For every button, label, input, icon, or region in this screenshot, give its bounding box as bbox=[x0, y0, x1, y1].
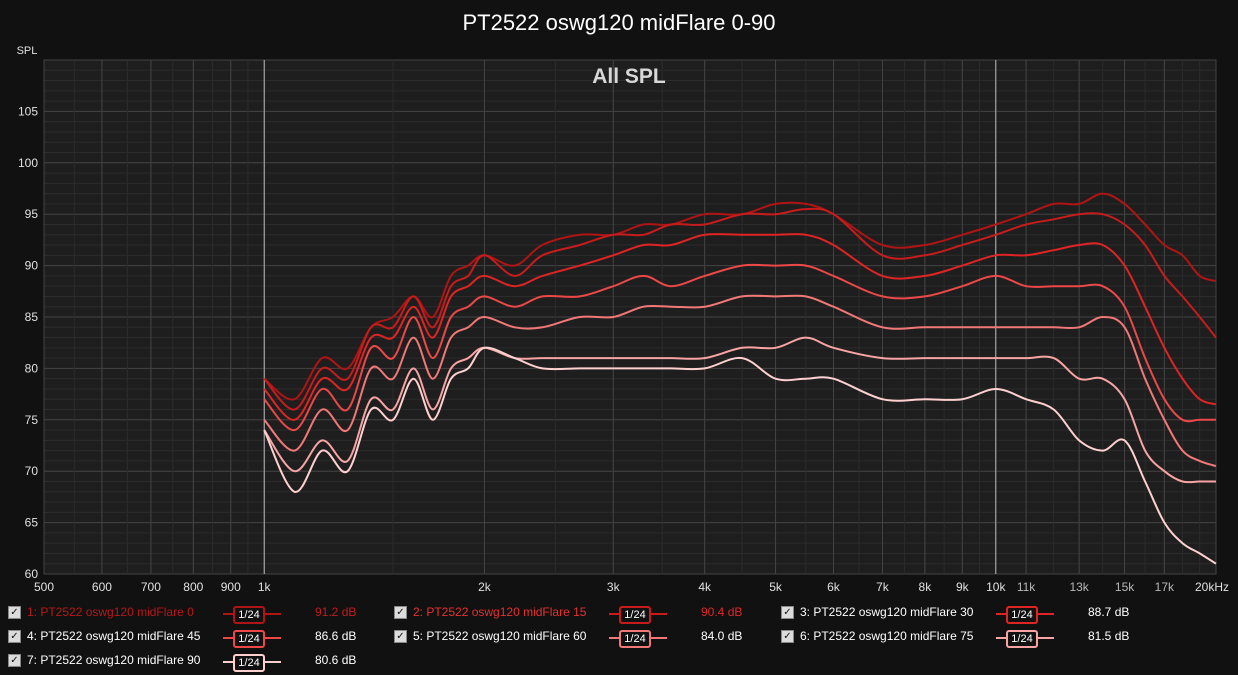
legend-item-7[interactable]: ✓ 7: PT2522 oswg120 midFlare 90 1/24 80.6 d… bbox=[8, 652, 378, 672]
smoothing-selector[interactable]: 1/24 bbox=[223, 604, 281, 624]
y-tick-label: 105 bbox=[18, 104, 38, 118]
x-tick-label: 700 bbox=[141, 580, 161, 594]
smoothing-selector[interactable]: 1/24 bbox=[223, 652, 281, 672]
legend-level: 86.6 dB bbox=[315, 629, 357, 643]
legend-level: 81.5 dB bbox=[1088, 629, 1130, 643]
legend-label: 7: PT2522 oswg120 midFlare 90 bbox=[27, 653, 201, 667]
x-tick-label: 15k bbox=[1115, 580, 1135, 594]
x-tick-label: 11k bbox=[1017, 580, 1036, 594]
x-tick-label: 600 bbox=[92, 580, 112, 594]
legend-checkbox[interactable]: ✓ bbox=[394, 630, 407, 643]
legend-checkbox[interactable]: ✓ bbox=[8, 606, 21, 619]
x-tick-label: 20kHz bbox=[1195, 580, 1229, 594]
x-tick-label: 7k bbox=[876, 580, 890, 594]
legend-level: 90.4 dB bbox=[701, 605, 743, 619]
legend: ✓ 1: PT2522 oswg120 midFlare 0 1/24 91.2 dB… bbox=[0, 602, 1238, 675]
legend-label: 3: PT2522 oswg120 midFlare 30 bbox=[800, 605, 974, 619]
x-tick-label: 17k bbox=[1155, 580, 1175, 594]
legend-level: 84.0 dB bbox=[701, 629, 743, 643]
series-line-7 bbox=[263, 346, 1217, 565]
smoothing-selector[interactable]: 1/24 bbox=[996, 628, 1054, 648]
legend-item-1[interactable]: ✓ 1: PT2522 oswg120 midFlare 0 1/24 91.2 dB bbox=[8, 604, 378, 624]
legend-label: 4: PT2522 oswg120 midFlare 45 bbox=[27, 629, 201, 643]
x-tick-label: 4k bbox=[698, 580, 712, 594]
y-tick-label: 80 bbox=[25, 361, 39, 375]
legend-checkbox[interactable]: ✓ bbox=[8, 630, 21, 643]
legend-item-5[interactable]: ✓ 5: PT2522 oswg120 midFlare 60 1/24 84.0 d… bbox=[394, 628, 764, 648]
y-tick-label: 60 bbox=[25, 567, 39, 581]
smoothing-label: 1/24 bbox=[233, 630, 265, 648]
legend-label: 5: PT2522 oswg120 midFlare 60 bbox=[413, 629, 587, 643]
smoothing-label: 1/24 bbox=[619, 606, 651, 624]
curves bbox=[263, 192, 1217, 565]
chart-subtitle: All SPL bbox=[592, 65, 666, 88]
y-axis-ticks: 60 65 70 75 80 85 90 95 100 105 bbox=[18, 104, 38, 581]
smoothing-label: 1/24 bbox=[233, 654, 265, 672]
x-tick-label: 800 bbox=[183, 580, 203, 594]
x-tick-label: 6k bbox=[827, 580, 841, 594]
frequency-response-chart: 500 600 700 800 900 1k 2k 3k 4k 5k 6k 7k 8k 9k 10k 11k 1… bbox=[17, 45, 1229, 594]
y-axis-label: SPL bbox=[17, 45, 38, 57]
chart-title: PT2522 oswg120 midFlare 0-90 bbox=[462, 10, 776, 35]
smoothing-label: 1/24 bbox=[1006, 630, 1038, 648]
legend-label: 1: PT2522 oswg120 midFlare 0 bbox=[27, 605, 194, 619]
x-tick-label: 1k bbox=[258, 580, 272, 594]
y-tick-label: 70 bbox=[25, 464, 39, 478]
y-tick-label: 85 bbox=[25, 310, 39, 324]
legend-item-6[interactable]: ✓ 6: PT2522 oswg120 midFlare 75 1/24 81.5 d… bbox=[781, 628, 1151, 648]
y-tick-label: 90 bbox=[25, 259, 39, 273]
series-line-6 bbox=[263, 336, 1216, 484]
x-tick-label: 3k bbox=[607, 580, 621, 594]
series-line-5 bbox=[263, 294, 1217, 468]
smoothing-label: 1/24 bbox=[1006, 606, 1038, 624]
legend-item-3[interactable]: ✓ 3: PT2522 oswg120 midFlare 30 1/24 88.7 d… bbox=[781, 604, 1151, 624]
y-tick-label: 100 bbox=[18, 156, 38, 170]
y-tick-label: 75 bbox=[25, 413, 39, 427]
smoothing-selector[interactable]: 1/24 bbox=[609, 604, 667, 624]
legend-checkbox[interactable]: ✓ bbox=[394, 606, 407, 619]
series-line-4 bbox=[263, 263, 1216, 432]
series-line-3 bbox=[263, 233, 1217, 421]
x-tick-label: 10k bbox=[986, 580, 1006, 594]
x-axis-ticks: 500 600 700 800 900 1k 2k 3k 4k 5k 6k 7k 8k 9k 10k 11k 1… bbox=[34, 580, 1229, 594]
y-tick-label: 95 bbox=[25, 207, 39, 221]
x-tick-label: 8k bbox=[919, 580, 933, 594]
legend-checkbox[interactable]: ✓ bbox=[8, 654, 21, 667]
x-tick-label: 5k bbox=[769, 580, 783, 594]
x-tick-label: 9k bbox=[956, 580, 970, 594]
legend-item-2[interactable]: ✓ 2: PT2522 oswg120 midFlare 15 1/24 90.4 d… bbox=[394, 604, 764, 624]
legend-level: 80.6 dB bbox=[315, 653, 357, 667]
x-tick-label: 2k bbox=[478, 580, 492, 594]
smoothing-selector[interactable]: 1/24 bbox=[609, 628, 667, 648]
smoothing-selector[interactable]: 1/24 bbox=[996, 604, 1054, 624]
legend-level: 91.2 dB bbox=[315, 605, 357, 619]
smoothing-selector[interactable]: 1/24 bbox=[223, 628, 281, 648]
legend-level: 88.7 dB bbox=[1088, 605, 1130, 619]
smoothing-label: 1/24 bbox=[233, 606, 265, 624]
x-tick-label: 13k bbox=[1069, 580, 1089, 594]
x-tick-label: 900 bbox=[221, 580, 241, 594]
x-tick-label: 500 bbox=[34, 580, 54, 594]
smoothing-label: 1/24 bbox=[619, 630, 651, 648]
legend-checkbox[interactable]: ✓ bbox=[781, 606, 794, 619]
y-tick-label: 65 bbox=[25, 516, 39, 530]
legend-checkbox[interactable]: ✓ bbox=[781, 630, 794, 643]
legend-label: 6: PT2522 oswg120 midFlare 75 bbox=[800, 629, 974, 643]
series-line-2 bbox=[263, 207, 1217, 411]
legend-item-4[interactable]: ✓ 4: PT2522 oswg120 midFlare 45 1/24 86.6 d… bbox=[8, 628, 378, 648]
legend-label: 2: PT2522 oswg120 midFlare 15 bbox=[413, 605, 587, 619]
